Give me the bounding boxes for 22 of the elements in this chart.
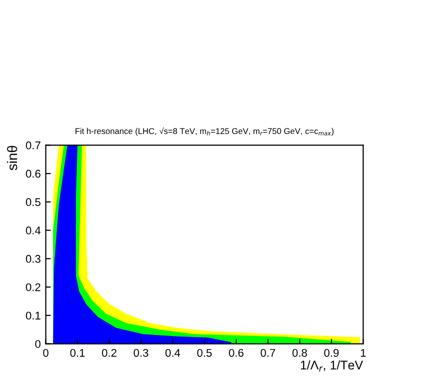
x-tick-label: 0: [43, 348, 48, 357]
y-tick-label: 0.3: [26, 254, 40, 263]
y-tick-label: 0.5: [26, 198, 40, 206]
y-tick-label: 0.7: [26, 141, 40, 150]
y-tick-label: 0.6: [26, 170, 40, 178]
y-tick-label: 0.1: [26, 312, 40, 320]
x-tick-label: 0.4: [165, 348, 180, 357]
chart-title: Fit h-resonance (LHC, √s=8 TeV, m$_{h}$=125 GeV, m$_{r}$=750 GeV, c=c$_{max}$): [76, 127, 334, 136]
y-axis-title: sinθ: [6, 146, 18, 170]
x-tick-label: 0.5: [197, 348, 212, 357]
x-tick-label: 0.7: [260, 348, 276, 357]
x-tick-label: 0.2: [102, 348, 116, 357]
x-tick-label: 0.9: [324, 348, 339, 357]
x-tick-label: 0.6: [228, 348, 244, 357]
y-tick-label: 0.2: [26, 283, 40, 292]
y-tick-label: 0: [35, 340, 40, 348]
y-tick-label: 0.4: [26, 226, 41, 234]
x-axis-title: 1/Λ$_{r}$, 1/TeV: [300, 360, 364, 372]
x-tick-label: 0.8: [292, 348, 307, 357]
x-tick-label: 0.3: [134, 348, 148, 357]
x-tick-label: 1: [360, 349, 366, 357]
x-tick-label: 0.1: [70, 348, 85, 357]
